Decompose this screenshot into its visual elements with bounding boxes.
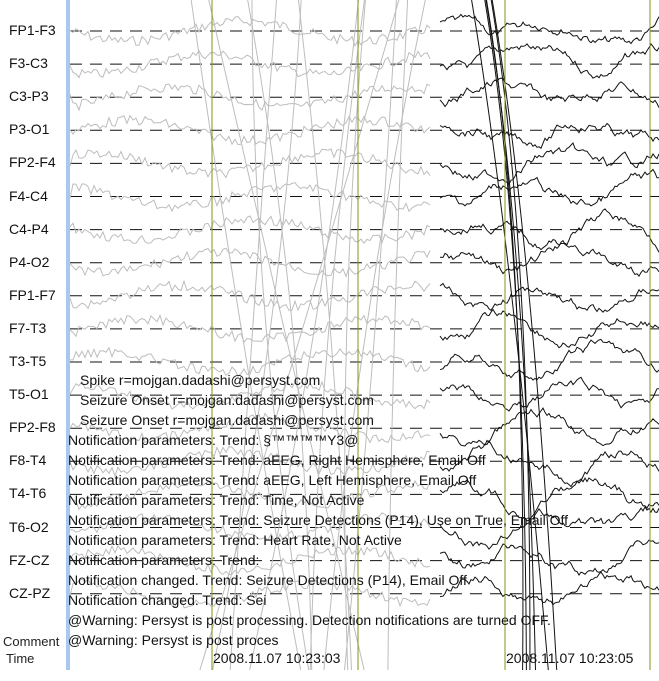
channel-label-f7-t3[interactable]: F7-T3 [9, 319, 47, 336]
ghost-trace [251, 0, 310, 670]
ghost-trace [249, 0, 359, 670]
past-trace-c3-p3 [70, 83, 431, 112]
ghost-trace [212, 0, 302, 670]
current-trace-fp1-f7 [439, 282, 659, 313]
past-trace-cz-pz [70, 578, 431, 609]
sweep-trace [485, 0, 536, 670]
past-trace-fz-cz [70, 544, 431, 576]
ghost-trace [298, 0, 352, 670]
past-trace-c4-p4 [70, 215, 431, 245]
channel-label-fp1-f7[interactable]: FP1-F7 [9, 286, 56, 303]
channel-label-f3-c3[interactable]: F3-C3 [9, 55, 48, 72]
channel-label-t3-t5[interactable]: T3-T5 [9, 353, 47, 369]
current-trace-t3-t5 [439, 338, 659, 381]
past-trace-fp1-f3 [70, 16, 431, 48]
past-trace-fp2-f4 [70, 148, 431, 179]
channel-label-f4-c4[interactable]: F4-C4 [9, 187, 48, 204]
sweep-trace [490, 0, 531, 670]
current-trace-f8-t4 [439, 439, 659, 488]
channel-label-fp1-f3[interactable]: FP1-F3 [9, 22, 56, 38]
ghost-trace [309, 0, 365, 670]
current-trace-f4-c4 [439, 168, 659, 207]
current-trace-p3-o1 [439, 122, 659, 149]
current-traces [439, 0, 659, 670]
past-traces [70, 0, 431, 670]
ghost-trace [199, 0, 400, 670]
channel-label-t6-o2[interactable]: T6-O2 [9, 518, 49, 535]
current-trace-c4-p4 [439, 208, 659, 253]
past-trace-f4-c4 [70, 182, 431, 213]
channel-baselines [70, 30, 659, 595]
current-trace-t6-o2 [439, 506, 659, 550]
past-trace-t5-o1 [70, 380, 431, 410]
past-trace-f7-t3 [70, 314, 431, 344]
ghost-trace [387, 0, 409, 670]
past-trace-fp1-f7 [70, 279, 431, 312]
second-markers [211, 0, 651, 670]
past-trace-t6-o2 [70, 512, 431, 542]
sweep-trace [471, 0, 549, 670]
current-trace-cz-pz [439, 571, 659, 606]
channel-label-p3-o1[interactable]: P3-O1 [9, 121, 50, 138]
current-trace-fp2-f8 [439, 407, 659, 447]
current-trace-fp2-f4 [439, 142, 659, 186]
time-row-label: Time [6, 651, 35, 666]
ghost-trace [344, 0, 397, 670]
ghost-trace [247, 0, 313, 670]
channel-label-fp2-f4[interactable]: FP2-F4 [9, 154, 56, 171]
ghost-trace [229, 0, 277, 670]
channel-label-c3-p3[interactable]: C3-P3 [9, 88, 49, 105]
current-trace-p4-o2 [439, 239, 659, 277]
current-trace-t5-o1 [439, 376, 659, 412]
channel-label-t5-o1[interactable]: T5-O1 [9, 386, 49, 403]
channel-label-cz-pz[interactable]: CZ-PZ [9, 584, 51, 601]
sweep-trace [491, 0, 558, 670]
comment-row-label: Comment [3, 634, 60, 649]
channel-label-f8-t4[interactable]: F8-T4 [9, 452, 47, 469]
ghost-trace [344, 0, 366, 670]
channel-label-fp2-f8[interactable]: FP2-F8 [9, 419, 56, 436]
channel-label-fz-cz[interactable]: FZ-CZ [9, 551, 50, 568]
channel-label-t4-t6[interactable]: T4-T6 [9, 485, 47, 502]
past-trace-t4-t6 [70, 479, 431, 511]
current-trace-c3-p3 [439, 77, 659, 108]
past-trace-p3-o1 [70, 114, 431, 146]
eeg-trace-area[interactable] [70, 0, 659, 670]
past-trace-f3-c3 [70, 49, 431, 79]
selection-bar[interactable] [66, 0, 70, 670]
current-trace-f7-t3 [439, 308, 659, 349]
sweep-trace [486, 0, 524, 670]
ghost-trace [190, 0, 302, 670]
current-trace-fp1-f3 [439, 13, 659, 45]
ghost-trace [208, 0, 365, 670]
channel-label-p4-o2[interactable]: P4-O2 [9, 253, 50, 270]
ghost-trace [323, 0, 426, 670]
channel-label-c4-p4[interactable]: C4-P4 [9, 220, 49, 237]
current-trace-t4-t6 [439, 477, 659, 522]
past-trace-fp2-f8 [70, 412, 431, 444]
current-trace-f3-c3 [439, 43, 659, 79]
past-trace-f8-t4 [70, 446, 431, 478]
past-trace-p4-o2 [70, 247, 431, 278]
channel-labels: FP1-F3 F3-C3 C3-P3 P3-O1 FP2-F4 F4-C4 C4-P4 P4-… [0, 0, 66, 681]
